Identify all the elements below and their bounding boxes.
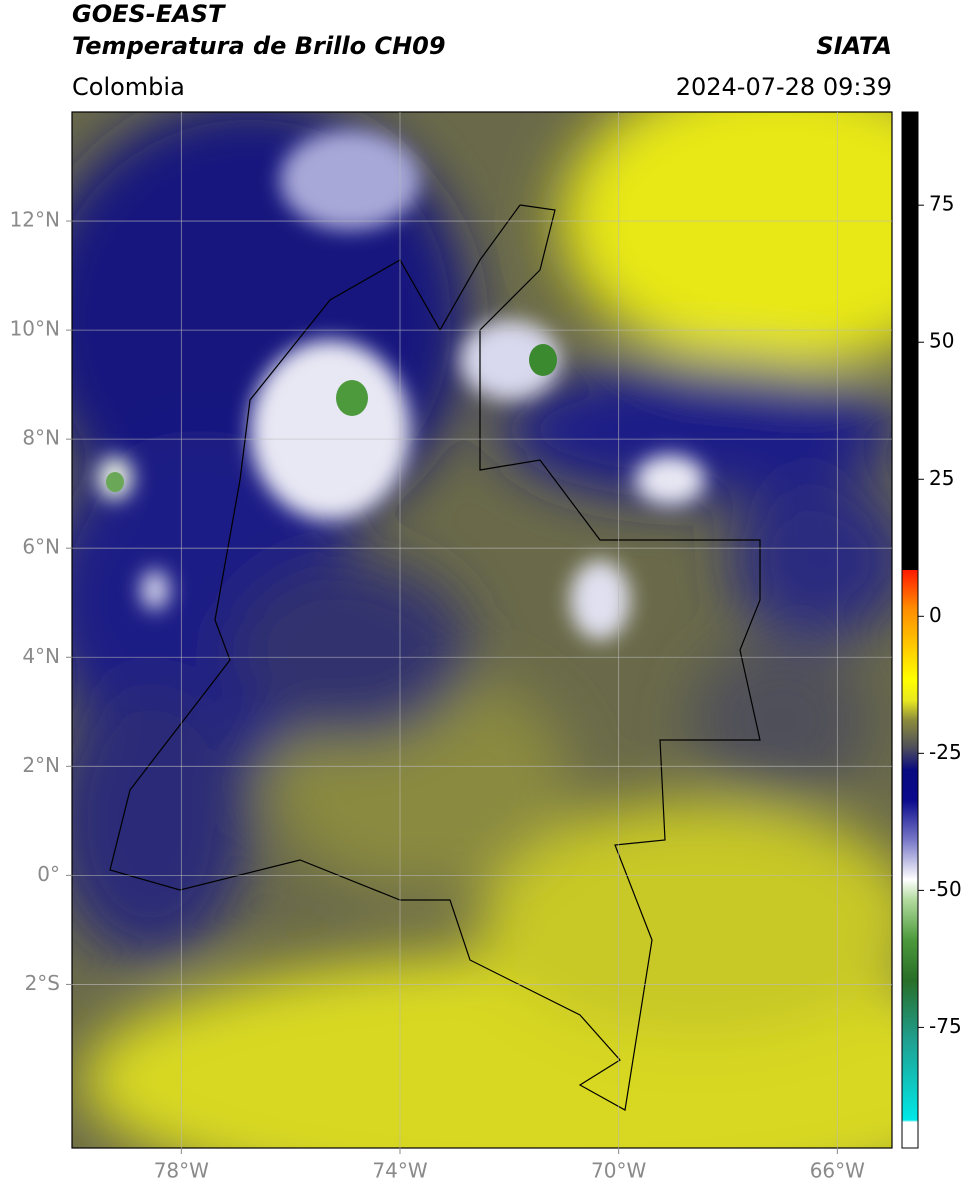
x-tick-label: 74°W (372, 1159, 427, 1183)
y-tick-label: 2°N (22, 753, 60, 777)
colorbar-tick-label: 0 (929, 603, 942, 627)
y-tick-label: 12°N (10, 208, 60, 232)
x-tick-label: 78°W (154, 1159, 209, 1183)
map-frame (71, 111, 893, 1149)
y-tick-label: 10°N (10, 317, 60, 341)
subtitle: Temperatura de Brillo CH09 (72, 32, 446, 60)
datetime: 2024-07-28 09:39 (676, 73, 892, 101)
colorbar-tick-label: -50 (929, 877, 962, 901)
source: SIATA (816, 32, 892, 60)
colorbar-tick-label: -25 (929, 740, 962, 764)
x-tick-label: 70°W (591, 1159, 646, 1183)
satellite-image (72, 112, 892, 1148)
y-tick-label: 0° (37, 862, 60, 886)
region: Colombia (72, 73, 185, 101)
title: GOES-EAST (72, 0, 226, 28)
y-tick-label: 6°N (22, 535, 60, 559)
x-tick-label: 66°W (810, 1159, 865, 1183)
colorbar (901, 111, 919, 1149)
colorbar-tick-label: 25 (929, 466, 954, 490)
colorbar-tick-label: -75 (929, 1014, 962, 1038)
colorbar-tick-label: 50 (929, 329, 954, 353)
y-tick-label: 2°S (25, 971, 60, 995)
colorbar-tick-label: 75 (929, 192, 954, 216)
y-tick-label: 4°N (22, 644, 60, 668)
y-tick-label: 8°N (22, 426, 60, 450)
